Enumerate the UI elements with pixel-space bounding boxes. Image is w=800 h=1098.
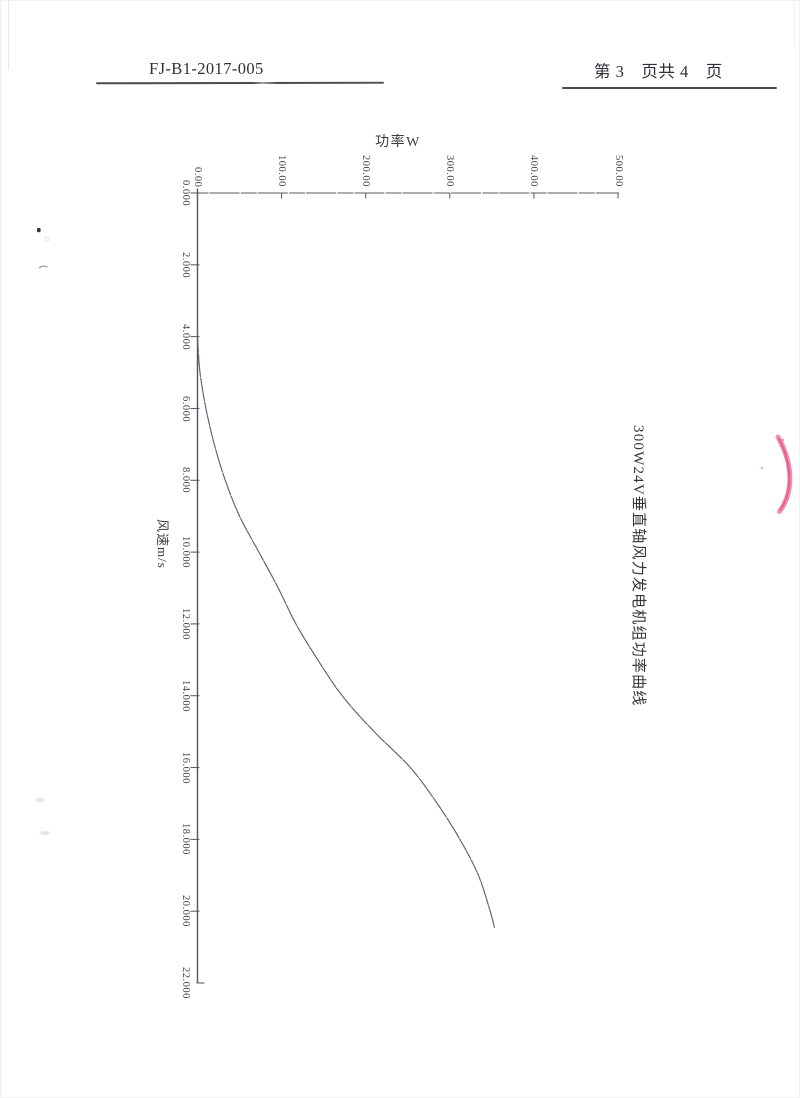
header-underline-right [562,87,777,89]
scan-edge-line [8,0,9,70]
header-page-number: 第 3 页共 4 页 [594,62,723,81]
ink-speck [36,228,50,835]
power-axis-title: 功率W [375,135,421,150]
pink-pen-mark [760,434,793,514]
header-doc-number: FJ-B1-2017-005 [149,59,264,78]
scan-edge-line [794,0,795,46]
power-curve [196,328,495,928]
